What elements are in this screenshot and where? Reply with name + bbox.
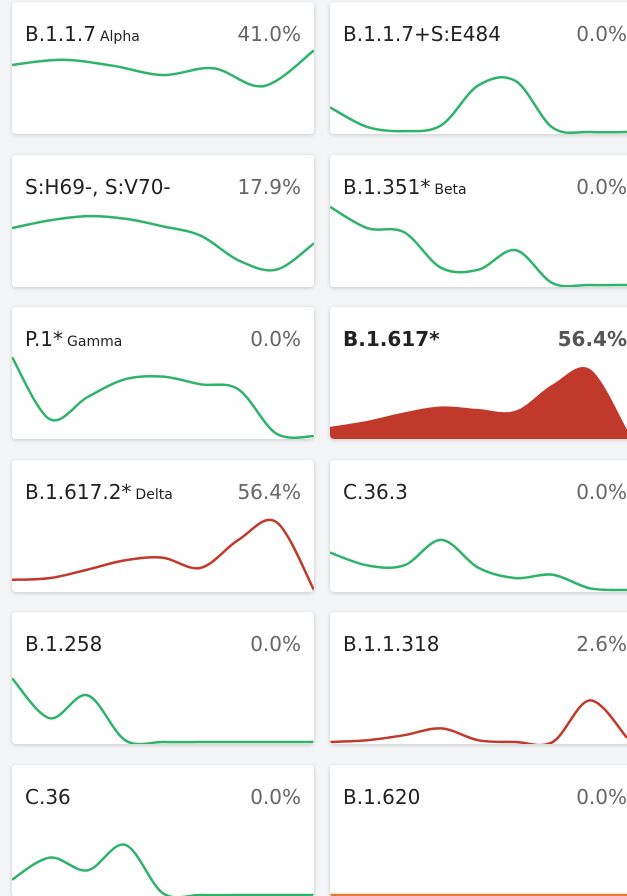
variant-card: B.1.617.2* Delta 56.4% <box>12 459 314 592</box>
sparkline <box>12 214 314 272</box>
sparkline <box>12 356 314 440</box>
variant-share: 0.0% <box>250 632 301 657</box>
variant-share: 0.0% <box>576 174 627 199</box>
sparkline-line <box>12 49 314 88</box>
variant-name-text: B.1.258 <box>25 632 103 657</box>
sparkline <box>330 367 627 440</box>
variant-card: C.36.3 0.0% <box>330 459 627 592</box>
variant-share: 2.6% <box>576 632 627 657</box>
variant-label: Delta <box>135 486 173 503</box>
variant-name: B.1.620 <box>343 785 420 809</box>
sparkline-line <box>12 677 314 745</box>
variant-name: B.1.351* Beta <box>343 175 467 199</box>
variant-name-text: P.1* <box>25 327 64 352</box>
variant-share: 0.0% <box>576 479 627 504</box>
variant-card: P.1* Gamma 0.0% <box>12 307 314 440</box>
sparkline-line <box>12 843 314 896</box>
sparkline-line <box>330 699 627 745</box>
sparkline-area <box>330 367 627 440</box>
variant-share: 0.0% <box>576 785 627 809</box>
variant-name: C.36 <box>25 785 71 809</box>
sparkline <box>330 893 627 896</box>
variant-share: 56.4% <box>237 479 301 504</box>
variant-name-text: B.1.617* <box>343 327 440 352</box>
variant-card: B.1.1.318 2.6% <box>330 612 627 745</box>
variant-name-text: B.1.620 <box>343 785 421 809</box>
variant-name: S:H69-, S:V70- <box>25 175 171 199</box>
variant-label: Alpha <box>99 29 140 45</box>
variant-name: B.1.258 <box>25 632 102 656</box>
sparkline <box>330 205 627 287</box>
sparkline-line <box>12 356 314 440</box>
sparkline-line <box>330 538 627 592</box>
variant-card: B.1.351* Beta 0.0% <box>330 154 627 287</box>
sparkline <box>12 518 314 591</box>
sparkline <box>12 677 314 745</box>
variant-name: B.1.1.7+S:E484 <box>343 22 501 46</box>
sparkline <box>12 843 314 896</box>
variant-share: 17.9% <box>237 174 301 199</box>
variant-name: B.1.617.2* Delta <box>25 480 173 504</box>
variant-name: B.1.1.318 <box>343 632 439 656</box>
sparkline <box>330 76 627 134</box>
variant-name: B.1.1.7 Alpha <box>25 22 140 46</box>
variant-name: C.36.3 <box>343 480 408 504</box>
variant-name-text: B.1.1.7 <box>25 22 96 46</box>
variant-name: P.1* Gamma <box>25 327 122 351</box>
variant-share: 41.0% <box>237 22 301 46</box>
variant-name-text: B.1.1.7+S:E484 <box>343 22 501 46</box>
variant-name-text: S:H69-, S:V70- <box>25 174 171 199</box>
sparkline <box>330 699 627 745</box>
variant-name-text: B.1.617.2* <box>25 479 132 504</box>
variant-card: C.36 0.0% <box>12 765 314 896</box>
variant-card: B.1.617* 56.4% <box>330 307 627 440</box>
variant-name-text: B.1.1.318 <box>343 632 440 657</box>
variant-card: B.1.258 0.0% <box>12 612 314 745</box>
sparkline <box>12 49 314 88</box>
sparkline <box>330 538 627 592</box>
variant-card: B.1.1.7 Alpha 41.0% <box>12 2 314 134</box>
variant-card: S:H69-, S:V70- 17.9% <box>12 154 314 287</box>
variant-name-text: C.36 <box>25 785 71 809</box>
sparkline-line <box>330 205 627 287</box>
variant-name-text: B.1.351* <box>343 174 431 199</box>
sparkline-line <box>12 214 314 272</box>
variant-share: 56.4% <box>557 327 627 352</box>
variant-name-text: C.36.3 <box>343 479 408 504</box>
sparkline-line <box>330 76 627 134</box>
variant-card: B.1.620 0.0% <box>330 765 627 896</box>
variant-share: 0.0% <box>576 22 627 46</box>
variant-label: Beta <box>434 181 467 198</box>
sparkline-line <box>12 518 314 591</box>
variant-label: Gamma <box>67 334 123 351</box>
variant-share: 0.0% <box>250 785 301 809</box>
variant-share: 0.0% <box>250 327 301 352</box>
variant-card: B.1.1.7+S:E484 0.0% <box>330 2 627 134</box>
variant-name: B.1.617* <box>343 327 440 351</box>
